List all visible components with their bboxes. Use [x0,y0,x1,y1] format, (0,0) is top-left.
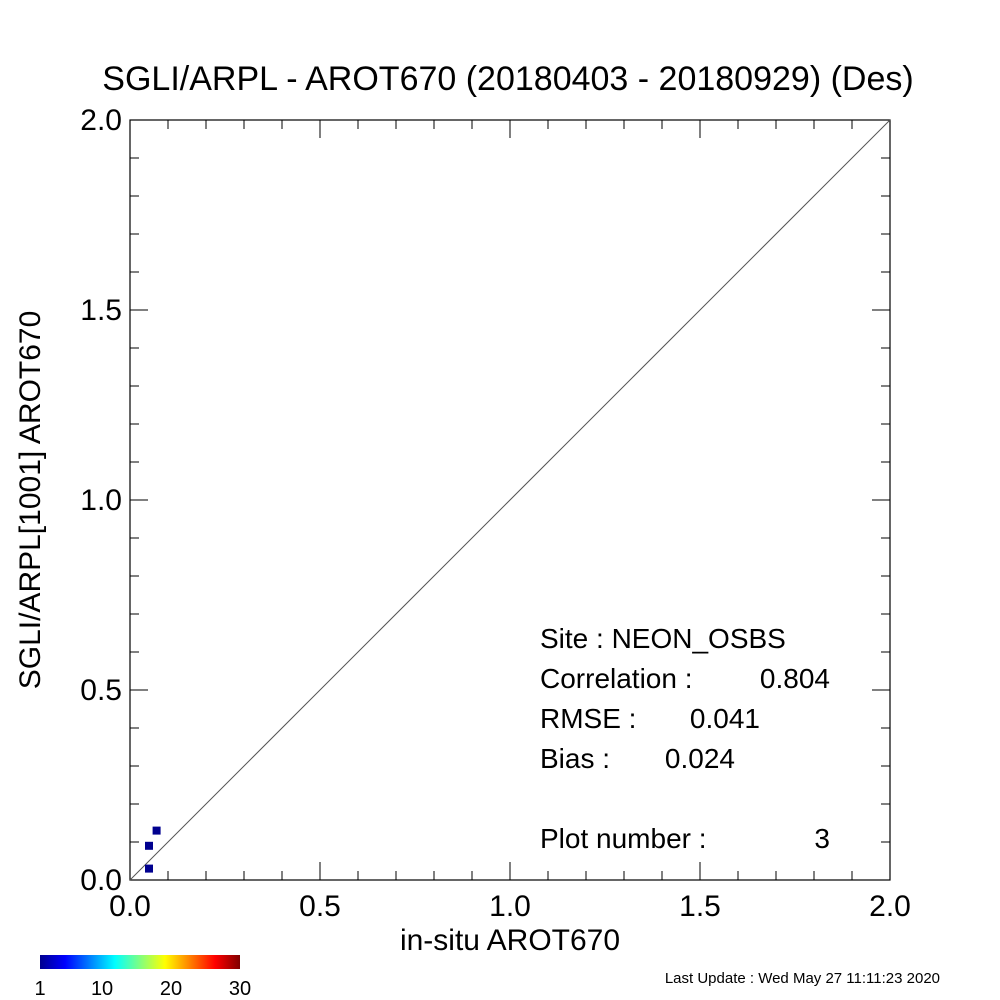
stat-plot-number-label: Plot number : [540,823,707,854]
x-axis-title: in-situ AROT670 [400,924,620,957]
one-to-one-line [129,119,891,881]
colorbar-tick-label: 1 [34,978,45,1000]
y-tick-label: 0.5 [80,674,122,707]
stat-correlation-label: Correlation : [540,663,693,694]
y-tick-label: 1.5 [80,294,122,327]
y-axis-title: SGLI/ARPL[1001] AROT670 [14,311,47,690]
stat-site: Site : NEON_OSBS [540,623,786,654]
data-point [152,826,161,835]
colorbar-tick-label: 30 [229,978,251,1000]
y-tick-label: 2.0 [80,104,122,137]
data-points [145,826,161,873]
axis-ticks [129,119,891,881]
stat-rmse-label: RMSE : [540,703,636,734]
stat-plot-number-value: 3 [814,823,830,854]
x-tick-label: 0.0 [109,890,151,923]
data-point [145,841,153,850]
colorbar [40,955,240,969]
chart-title: SGLI/ARPL - AROT670 (20180403 - 20180929… [102,60,913,98]
colorbar-labels: 1 10 20 30 [34,978,251,1000]
stat-bias-label: Bias : [540,743,610,774]
stat-correlation-value: 0.804 [760,663,830,694]
stats-box: Site : NEON_OSBS Correlation : 0.804 RMS… [540,623,830,854]
y-tick-label: 0.0 [80,864,122,897]
colorbar-tick-label: 10 [91,978,113,1000]
tick-labels: 0.0 0.5 1.0 1.5 2.0 0.0 0.5 1.0 1.5 2.0 [80,104,911,923]
data-point [145,864,153,873]
x-tick-label: 1.0 [489,890,531,923]
y-tick-label: 1.0 [80,484,122,517]
x-tick-label: 2.0 [869,890,911,923]
stat-bias-value: 0.024 [665,743,735,774]
stat-rmse-value: 0.041 [690,703,760,734]
colorbar-tick-label: 20 [160,978,182,1000]
last-update-text: Last Update : Wed May 27 11:11:23 2020 [665,970,940,987]
x-tick-label: 1.5 [679,890,721,923]
x-tick-label: 0.5 [299,890,341,923]
